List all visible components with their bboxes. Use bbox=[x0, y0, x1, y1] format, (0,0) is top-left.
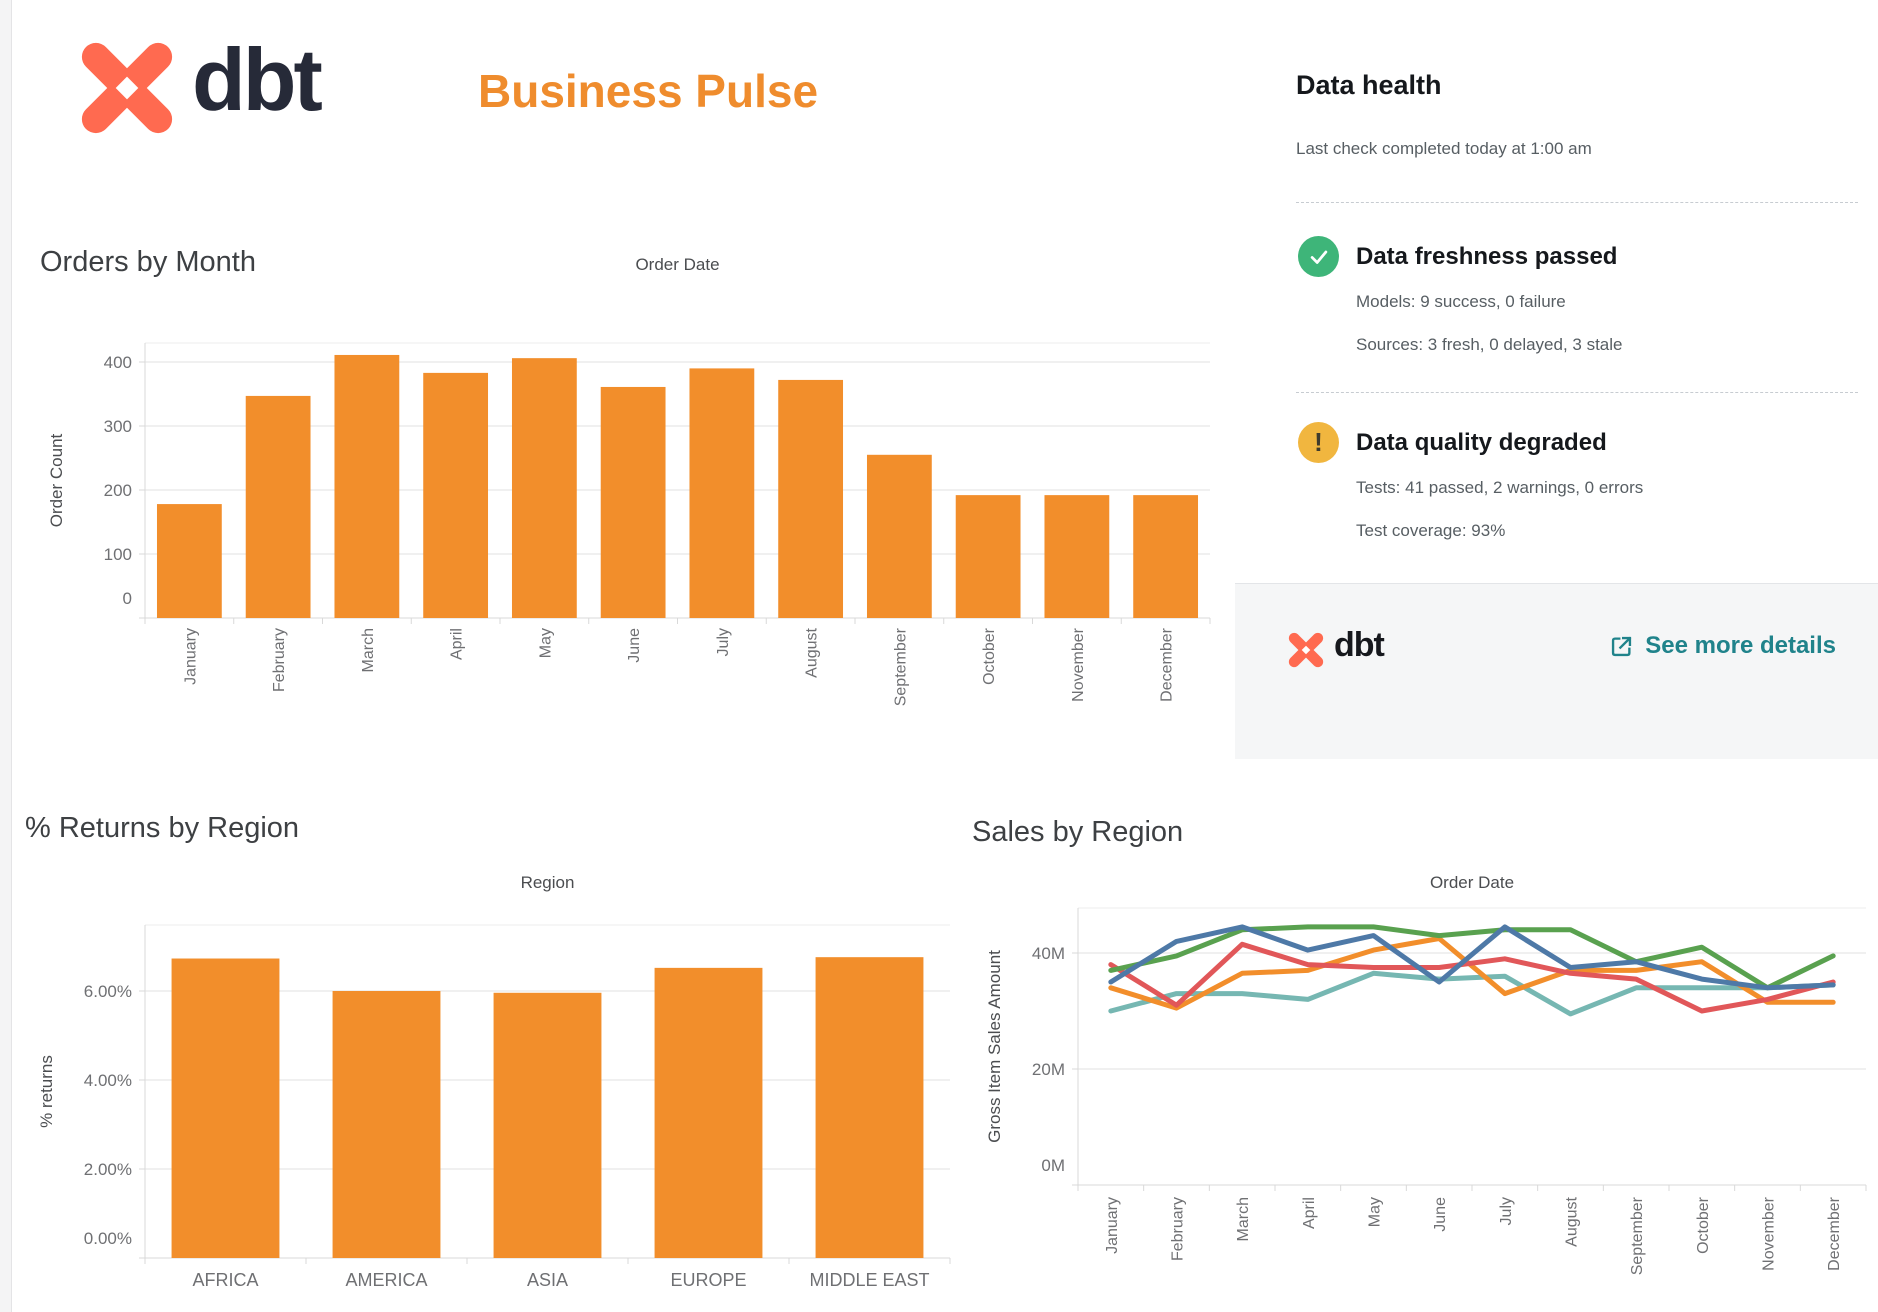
y-tick-label: 2.00% bbox=[84, 1160, 132, 1179]
bar-september[interactable] bbox=[866, 454, 932, 618]
x-tick-label: December bbox=[1159, 627, 1176, 701]
y-tick-label: 0M bbox=[1041, 1156, 1065, 1175]
bar-africa[interactable] bbox=[171, 958, 280, 1258]
x-tick-label: July bbox=[1498, 1197, 1515, 1225]
x-tick-label: May bbox=[1367, 1197, 1384, 1227]
bar-asia[interactable] bbox=[493, 992, 602, 1258]
data-health-subtitle: Last check completed today at 1:00 am bbox=[1296, 139, 1592, 158]
y-tick-label: 200 bbox=[104, 481, 132, 500]
x-tick-label: December bbox=[1826, 1196, 1843, 1270]
status-detail: Sources: 3 fresh, 0 delayed, 3 stale bbox=[1356, 335, 1623, 354]
x-tick-label: September bbox=[892, 627, 909, 706]
status-detail: Tests: 41 passed, 2 warnings, 0 errors bbox=[1356, 478, 1644, 497]
bar-america[interactable] bbox=[332, 991, 441, 1258]
x-tick-label: EUROPE bbox=[670, 1270, 746, 1290]
see-more-details-link[interactable]: See more details bbox=[1608, 632, 1836, 660]
bar-may[interactable] bbox=[511, 358, 577, 618]
line-series-teal[interactable] bbox=[1108, 970, 1836, 1017]
y-tick-label: 300 bbox=[104, 417, 132, 436]
bar-april[interactable] bbox=[423, 372, 489, 618]
chart-title-orders-by-month: Orders by Month bbox=[40, 246, 256, 278]
y-tick-label: 4.00% bbox=[84, 1071, 132, 1090]
dbt-wordmark-small: dbt bbox=[1334, 626, 1385, 664]
bar-february[interactable] bbox=[245, 395, 311, 618]
line-series-orange[interactable] bbox=[1108, 936, 1836, 1011]
bar-december[interactable] bbox=[1133, 495, 1199, 618]
dbt-logo-icon bbox=[81, 42, 173, 134]
see-more-details-label: See more details bbox=[1645, 632, 1836, 659]
x-tick-label: September bbox=[1629, 1196, 1646, 1275]
line-series-green[interactable] bbox=[1108, 924, 1836, 991]
x-tick-label: October bbox=[981, 627, 998, 685]
x-tick-label: ASIA bbox=[527, 1270, 568, 1290]
x-tick-label: February bbox=[1170, 1197, 1187, 1261]
x-tick-label: AFRICA bbox=[192, 1270, 258, 1290]
x-tick-label: November bbox=[1070, 627, 1087, 701]
divider bbox=[1296, 202, 1858, 203]
x-tick-label: March bbox=[360, 628, 377, 672]
check-circle-icon bbox=[1298, 236, 1339, 277]
data-health-title: Data health bbox=[1296, 70, 1442, 100]
line-series-blue[interactable] bbox=[1108, 924, 1836, 991]
y-tick-label: 6.00% bbox=[84, 982, 132, 1001]
x-tick-label: January bbox=[1104, 1197, 1121, 1254]
axis-title: Order Date bbox=[1430, 873, 1514, 892]
axis-title: Order Date bbox=[635, 255, 719, 274]
y-tick-label: 20M bbox=[1032, 1060, 1065, 1079]
x-tick-label: August bbox=[804, 627, 821, 677]
warning-circle-icon: ! bbox=[1298, 422, 1339, 463]
x-tick-label: January bbox=[182, 628, 199, 685]
x-tick-label: April bbox=[449, 628, 466, 660]
x-tick-label: AMERICA bbox=[345, 1270, 427, 1290]
status-detail: Models: 9 success, 0 failure bbox=[1356, 292, 1566, 311]
x-tick-label: March bbox=[1235, 1197, 1252, 1241]
bar-july[interactable] bbox=[689, 368, 755, 618]
bar-middle-east[interactable] bbox=[815, 957, 924, 1258]
dbt-wordmark: dbt bbox=[192, 30, 323, 129]
y-axis-label: Order Count bbox=[47, 433, 66, 527]
x-tick-label: February bbox=[271, 628, 288, 692]
data-freshness-status: Data freshness passed Models: 9 success,… bbox=[1298, 236, 1858, 377]
y-tick-label: 400 bbox=[104, 353, 132, 372]
x-tick-label: June bbox=[626, 628, 643, 663]
axis-title: Region bbox=[521, 873, 575, 892]
x-tick-label: June bbox=[1432, 1197, 1449, 1232]
x-tick-label: August bbox=[1564, 1196, 1581, 1246]
status-title: Data quality degraded bbox=[1356, 429, 1607, 456]
chart-title-sales-by-region: Sales by Region bbox=[972, 816, 1184, 848]
x-tick-label: May bbox=[537, 628, 554, 658]
y-tick-label: 0 bbox=[123, 589, 132, 608]
divider bbox=[1296, 392, 1858, 393]
data-quality-status: ! Data quality degraded Tests: 41 passed… bbox=[1298, 422, 1858, 563]
bar-august[interactable] bbox=[778, 379, 844, 618]
y-tick-label: 40M bbox=[1032, 944, 1065, 963]
chart-title-returns-by-region: % Returns by Region bbox=[25, 812, 300, 844]
status-detail: Test coverage: 93% bbox=[1356, 521, 1506, 540]
status-title: Data freshness passed bbox=[1356, 243, 1618, 270]
x-tick-label: April bbox=[1301, 1197, 1318, 1229]
y-axis-label: % returns bbox=[37, 1055, 56, 1128]
y-tick-label: 0.00% bbox=[84, 1229, 132, 1248]
y-tick-label: 100 bbox=[104, 545, 132, 564]
page-title: Business Pulse bbox=[478, 65, 819, 117]
x-tick-label: MIDDLE EAST bbox=[809, 1270, 929, 1290]
x-tick-label: October bbox=[1695, 1196, 1712, 1254]
bar-november[interactable] bbox=[1044, 495, 1110, 618]
external-link-icon bbox=[1612, 636, 1632, 656]
data-health-footer: dbt See more details bbox=[1235, 583, 1878, 759]
bar-october[interactable] bbox=[955, 495, 1021, 618]
left-gutter bbox=[0, 0, 12, 1312]
bar-june[interactable] bbox=[600, 386, 666, 618]
bar-january[interactable] bbox=[156, 504, 222, 618]
dbt-logo-icon-small bbox=[1288, 632, 1324, 668]
y-axis-label: Gross Item Sales Amount bbox=[985, 950, 1004, 1143]
x-tick-label: November bbox=[1761, 1196, 1778, 1270]
line-series-red[interactable] bbox=[1108, 941, 1836, 1014]
x-tick-label: July bbox=[715, 628, 732, 656]
bar-europe[interactable] bbox=[654, 967, 763, 1258]
bar-march[interactable] bbox=[334, 354, 400, 618]
